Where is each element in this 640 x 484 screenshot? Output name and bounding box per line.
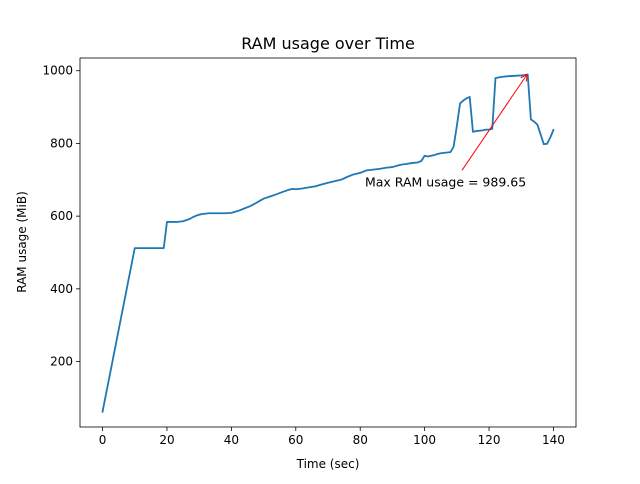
y-axis-label: RAM usage (MiB) [15, 191, 29, 293]
x-tick-label: 140 [542, 433, 565, 447]
x-tick-label: 0 [99, 433, 107, 447]
y-tick-label: 800 [50, 136, 73, 150]
x-tick-label: 100 [413, 433, 436, 447]
y-tick-label: 1000 [42, 64, 73, 78]
x-tick-label: 60 [288, 433, 303, 447]
axes-frame [79, 57, 577, 428]
y-tick-label: 200 [50, 355, 73, 369]
x-tick-label: 120 [478, 433, 501, 447]
annotation-arrow [461, 74, 527, 171]
x-tick-label: 20 [159, 433, 174, 447]
series-line-0 [101, 73, 555, 413]
x-axis-label: Time (sec) [296, 457, 360, 471]
x-tick-label: 80 [353, 433, 368, 447]
plot-area: 0 20 40 60 80 100 120 140 200 400 600 800 1000 Max RA… [42, 57, 577, 447]
chart-title: RAM usage over Time [241, 34, 415, 53]
y-tick-label: 600 [50, 209, 73, 223]
x-tick-label: 40 [224, 433, 239, 447]
annotation-label: Max RAM usage = 989.65 [365, 174, 526, 189]
y-tick-label: 400 [50, 282, 73, 296]
